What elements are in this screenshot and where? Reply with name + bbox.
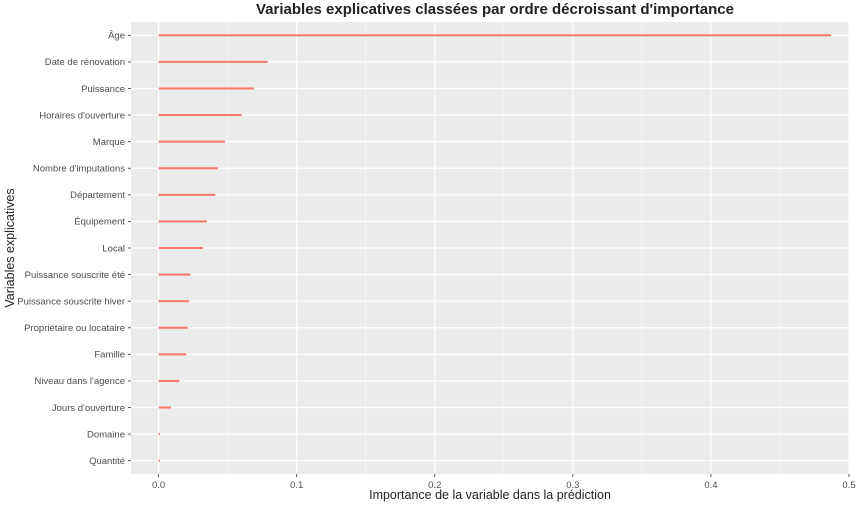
y-tick-label: Département [70, 190, 125, 201]
importance-bar [158, 326, 188, 329]
importance-bar [158, 140, 225, 143]
y-tick-label: Puissance souscrite hiver [17, 296, 125, 307]
y-tick-label: Niveau dans l'agence [34, 376, 125, 387]
x-tick-label: 0.0 [152, 480, 165, 491]
importance-bar [158, 114, 242, 117]
y-tick-label: Équipement [74, 217, 125, 228]
x-tick-label: 0.4 [704, 480, 717, 491]
importance-bar [158, 379, 180, 382]
importance-bar [158, 193, 216, 196]
y-tick-label: Domaine [87, 429, 125, 440]
y-axis-title: Variables explicatives [3, 188, 17, 307]
y-tick-label: Quantité [89, 456, 125, 467]
x-tick-label: 0.3 [566, 480, 579, 491]
importance-bar [158, 353, 187, 356]
y-tick-label: Propriétaire ou locataire [24, 323, 125, 334]
y-tick-label: Puissance [81, 84, 125, 95]
y-tick-label: Nombre d'imputations [33, 164, 125, 175]
importance-bar [158, 300, 189, 303]
y-tick-label: Âge [108, 31, 125, 42]
y-tick-label: Horaires d'ouverture [39, 110, 125, 121]
y-tick-label: Marque [93, 137, 125, 148]
importance-bar [158, 220, 207, 223]
importance-bar [158, 273, 191, 276]
x-tick-label: 0.1 [290, 480, 303, 491]
x-tick-label: 0.5 [842, 480, 855, 491]
y-tick-label: Famille [94, 350, 125, 361]
y-axis-ticks: Âge Date de rénovation Puissance Horaires d… [17, 31, 131, 467]
y-tick-label: Jours d'ouverture [52, 403, 125, 414]
importance-bar [158, 247, 203, 249]
grid-lines [131, 22, 850, 474]
x-axis-title: Importance de la variable dans la prédic… [369, 488, 611, 502]
importance-bar [158, 167, 218, 170]
chart-title: Variables explicatives classées par ordr… [256, 1, 734, 18]
importance-bar [158, 87, 254, 90]
bars [158, 34, 832, 462]
y-tick-label: Date de rénovation [45, 57, 125, 68]
importance-bar [158, 433, 160, 436]
importance-bar [158, 459, 160, 462]
y-tick-label: Puissance souscrite été [25, 270, 125, 281]
importance-bar [158, 60, 268, 63]
importance-bar [158, 406, 172, 409]
y-tick-label: Local [102, 243, 125, 254]
x-tick-label: 0.2 [428, 480, 441, 491]
x-axis-ticks: 0.0 0.1 0.2 0.3 0.4 0.5 [152, 474, 856, 491]
importance-bar [158, 34, 832, 37]
